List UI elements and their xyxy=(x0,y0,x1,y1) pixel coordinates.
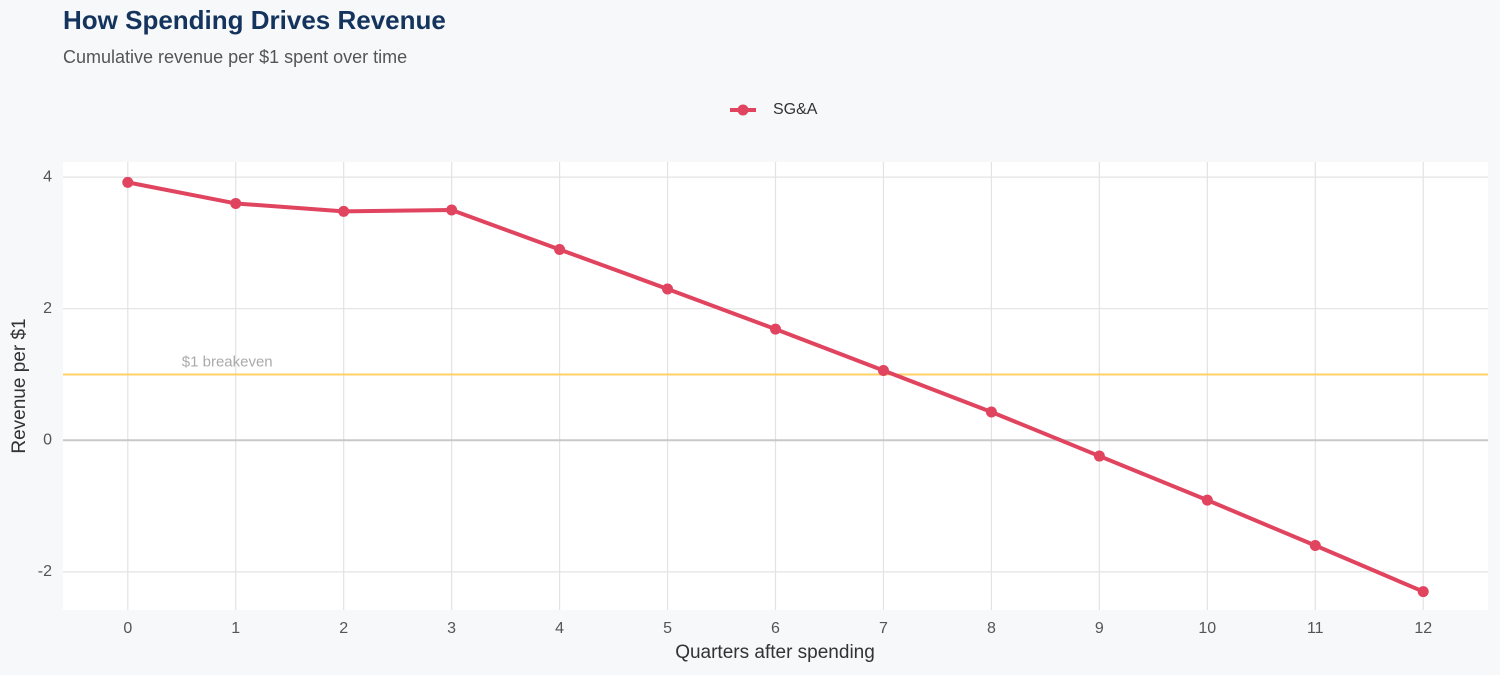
x-tick-label: 1 xyxy=(231,620,240,637)
point xyxy=(877,365,889,377)
x-tick-label: 5 xyxy=(663,620,672,637)
legend-swatch-point xyxy=(737,104,749,116)
y-axis-label: Revenue per $1 xyxy=(9,318,30,453)
reference-label: $1 breakeven xyxy=(182,353,273,370)
point xyxy=(1309,540,1321,552)
x-tick-label: 0 xyxy=(123,620,132,637)
point xyxy=(230,197,242,209)
chart-title: How Spending Drives Revenue xyxy=(63,5,446,35)
chart-subtitle: Cumulative revenue per $1 spent over tim… xyxy=(63,47,407,67)
y-tick-label: 2 xyxy=(43,300,52,317)
point xyxy=(338,205,350,217)
point xyxy=(1201,494,1213,506)
x-tick-label: 11 xyxy=(1307,620,1324,637)
x-tick-label: 12 xyxy=(1414,620,1432,637)
x-tick-label: 9 xyxy=(1095,620,1104,637)
x-tick-label: 8 xyxy=(987,620,996,637)
point xyxy=(1417,586,1429,598)
point xyxy=(985,406,997,418)
point xyxy=(662,283,674,295)
point xyxy=(770,323,781,335)
x-axis-label: Quarters after spending xyxy=(675,642,875,663)
point xyxy=(554,243,566,255)
point xyxy=(446,204,458,216)
y-tick-label: 0 xyxy=(43,431,52,448)
x-tick-label: 10 xyxy=(1198,620,1216,637)
x-tick-label: 3 xyxy=(447,620,456,637)
x-tick-label: 7 xyxy=(879,620,888,637)
x-tick-label: 4 xyxy=(555,620,564,637)
point xyxy=(122,176,134,188)
y-tick-label: -2 xyxy=(38,563,52,580)
legend-label: SG&A xyxy=(773,101,818,118)
y-tick-label: 4 xyxy=(43,168,52,185)
x-tick-label: 2 xyxy=(339,620,348,637)
point xyxy=(1093,450,1105,462)
x-tick-label: 6 xyxy=(771,620,780,637)
